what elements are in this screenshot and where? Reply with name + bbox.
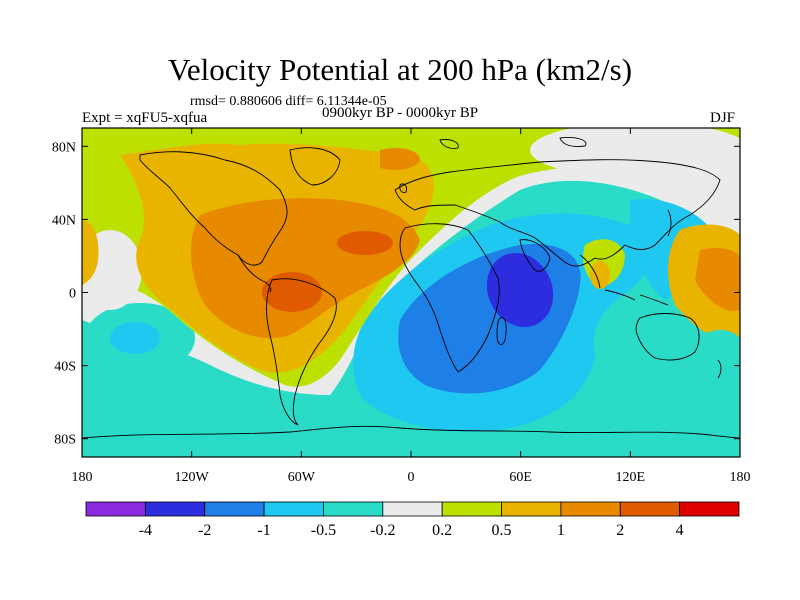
colorbar-swatch bbox=[382, 501, 443, 517]
coastline-eurasia bbox=[394, 159, 721, 267]
coastlines bbox=[82, 137, 740, 439]
colorbar-swatch bbox=[679, 501, 740, 517]
colorbar: -4 -2 -1 -0.5 -0.2 0.2 0.5 1 2 4 bbox=[85, 501, 740, 539]
lon-tick-label: 60W bbox=[288, 470, 316, 485]
coastline-central-america bbox=[237, 254, 272, 293]
colorbar-label: -0.2 bbox=[370, 522, 395, 539]
figure-title: Velocity Potential at 200 hPa (km2/s) bbox=[167, 52, 633, 87]
colorbar-swatch bbox=[560, 501, 621, 517]
velocity-potential-field bbox=[82, 128, 740, 457]
coastline-greenland bbox=[289, 147, 341, 186]
field-teal-australia-east bbox=[698, 330, 740, 360]
latitude-ticks: 80N 40N 0 40S 80S bbox=[52, 140, 740, 448]
field-yellow-indonesia bbox=[590, 261, 610, 289]
coastline-antarctica bbox=[82, 425, 740, 439]
lat-tick-label: 0 bbox=[69, 287, 76, 302]
lon-tick-label: 180 bbox=[730, 470, 751, 485]
colorbar-swatch bbox=[323, 501, 384, 517]
field-neutral-pocket-ne bbox=[530, 128, 740, 178]
stats-text: rmsd= 0.880606 diff= 6.11344e-05 bbox=[190, 94, 387, 109]
lon-tick-label: 60E bbox=[509, 470, 532, 485]
coastline-arctic-islands bbox=[439, 137, 587, 149]
lon-tick-label: 120E bbox=[616, 470, 646, 485]
coastline-north-america bbox=[139, 151, 288, 266]
coastline-africa bbox=[399, 223, 500, 373]
field-redorange-core-west bbox=[262, 272, 322, 312]
season-label: DJF bbox=[710, 110, 736, 126]
colorbar-label: -4 bbox=[139, 522, 152, 539]
coastline-south-america bbox=[266, 278, 337, 426]
colorbar-label: 0.5 bbox=[492, 522, 512, 539]
coastline-japan bbox=[667, 209, 672, 237]
lon-tick-label: 120W bbox=[175, 470, 210, 485]
lon-tick-label: 0 bbox=[408, 470, 415, 485]
field-orange-pacific-east bbox=[695, 248, 740, 311]
longitude-ticks: 180 120W 60W 0 60E 120E 180 bbox=[72, 128, 751, 485]
field-teal-pacific-core bbox=[110, 322, 160, 354]
colorbar-swatch bbox=[85, 501, 146, 517]
colorbar-label: 1 bbox=[557, 522, 565, 539]
lat-tick-label: 80N bbox=[52, 140, 76, 155]
coastline-madagascar bbox=[496, 317, 507, 346]
coastline-southeast-asia bbox=[579, 254, 669, 306]
colorbar-swatch bbox=[204, 501, 265, 517]
colorbar-label: -0.5 bbox=[311, 522, 336, 539]
colorbar-label: -1 bbox=[257, 522, 270, 539]
lon-tick-label: 180 bbox=[72, 470, 93, 485]
field-yellow-west-edge bbox=[82, 220, 99, 285]
colorbar-swatch bbox=[441, 501, 502, 517]
coastline-australia bbox=[635, 313, 700, 361]
field-darkblue-core bbox=[486, 253, 554, 327]
coastline-uk bbox=[399, 183, 407, 193]
coastline-india bbox=[519, 239, 551, 272]
field-redorange-core-east bbox=[337, 231, 393, 255]
colorbar-label: 0.2 bbox=[432, 522, 452, 539]
experiment-label: Expt = xqFU5-xqfua bbox=[82, 110, 208, 126]
lat-tick-label: 40S bbox=[54, 360, 76, 375]
colorbar-swatch bbox=[501, 501, 562, 517]
field-orange-north-cap bbox=[380, 148, 420, 170]
coastline-new-zealand bbox=[717, 359, 722, 379]
period-label: 0900kyr BP - 0000kyr BP bbox=[322, 105, 479, 121]
colorbar-swatch bbox=[619, 501, 681, 517]
colorbar-label: 2 bbox=[616, 522, 624, 539]
colorbar-swatch bbox=[144, 501, 206, 517]
lat-tick-label: 40N bbox=[52, 213, 76, 228]
colorbar-label: -2 bbox=[198, 522, 211, 539]
lat-tick-label: 80S bbox=[54, 433, 76, 448]
colorbar-swatch bbox=[263, 501, 324, 517]
colorbar-label: 4 bbox=[676, 522, 684, 539]
